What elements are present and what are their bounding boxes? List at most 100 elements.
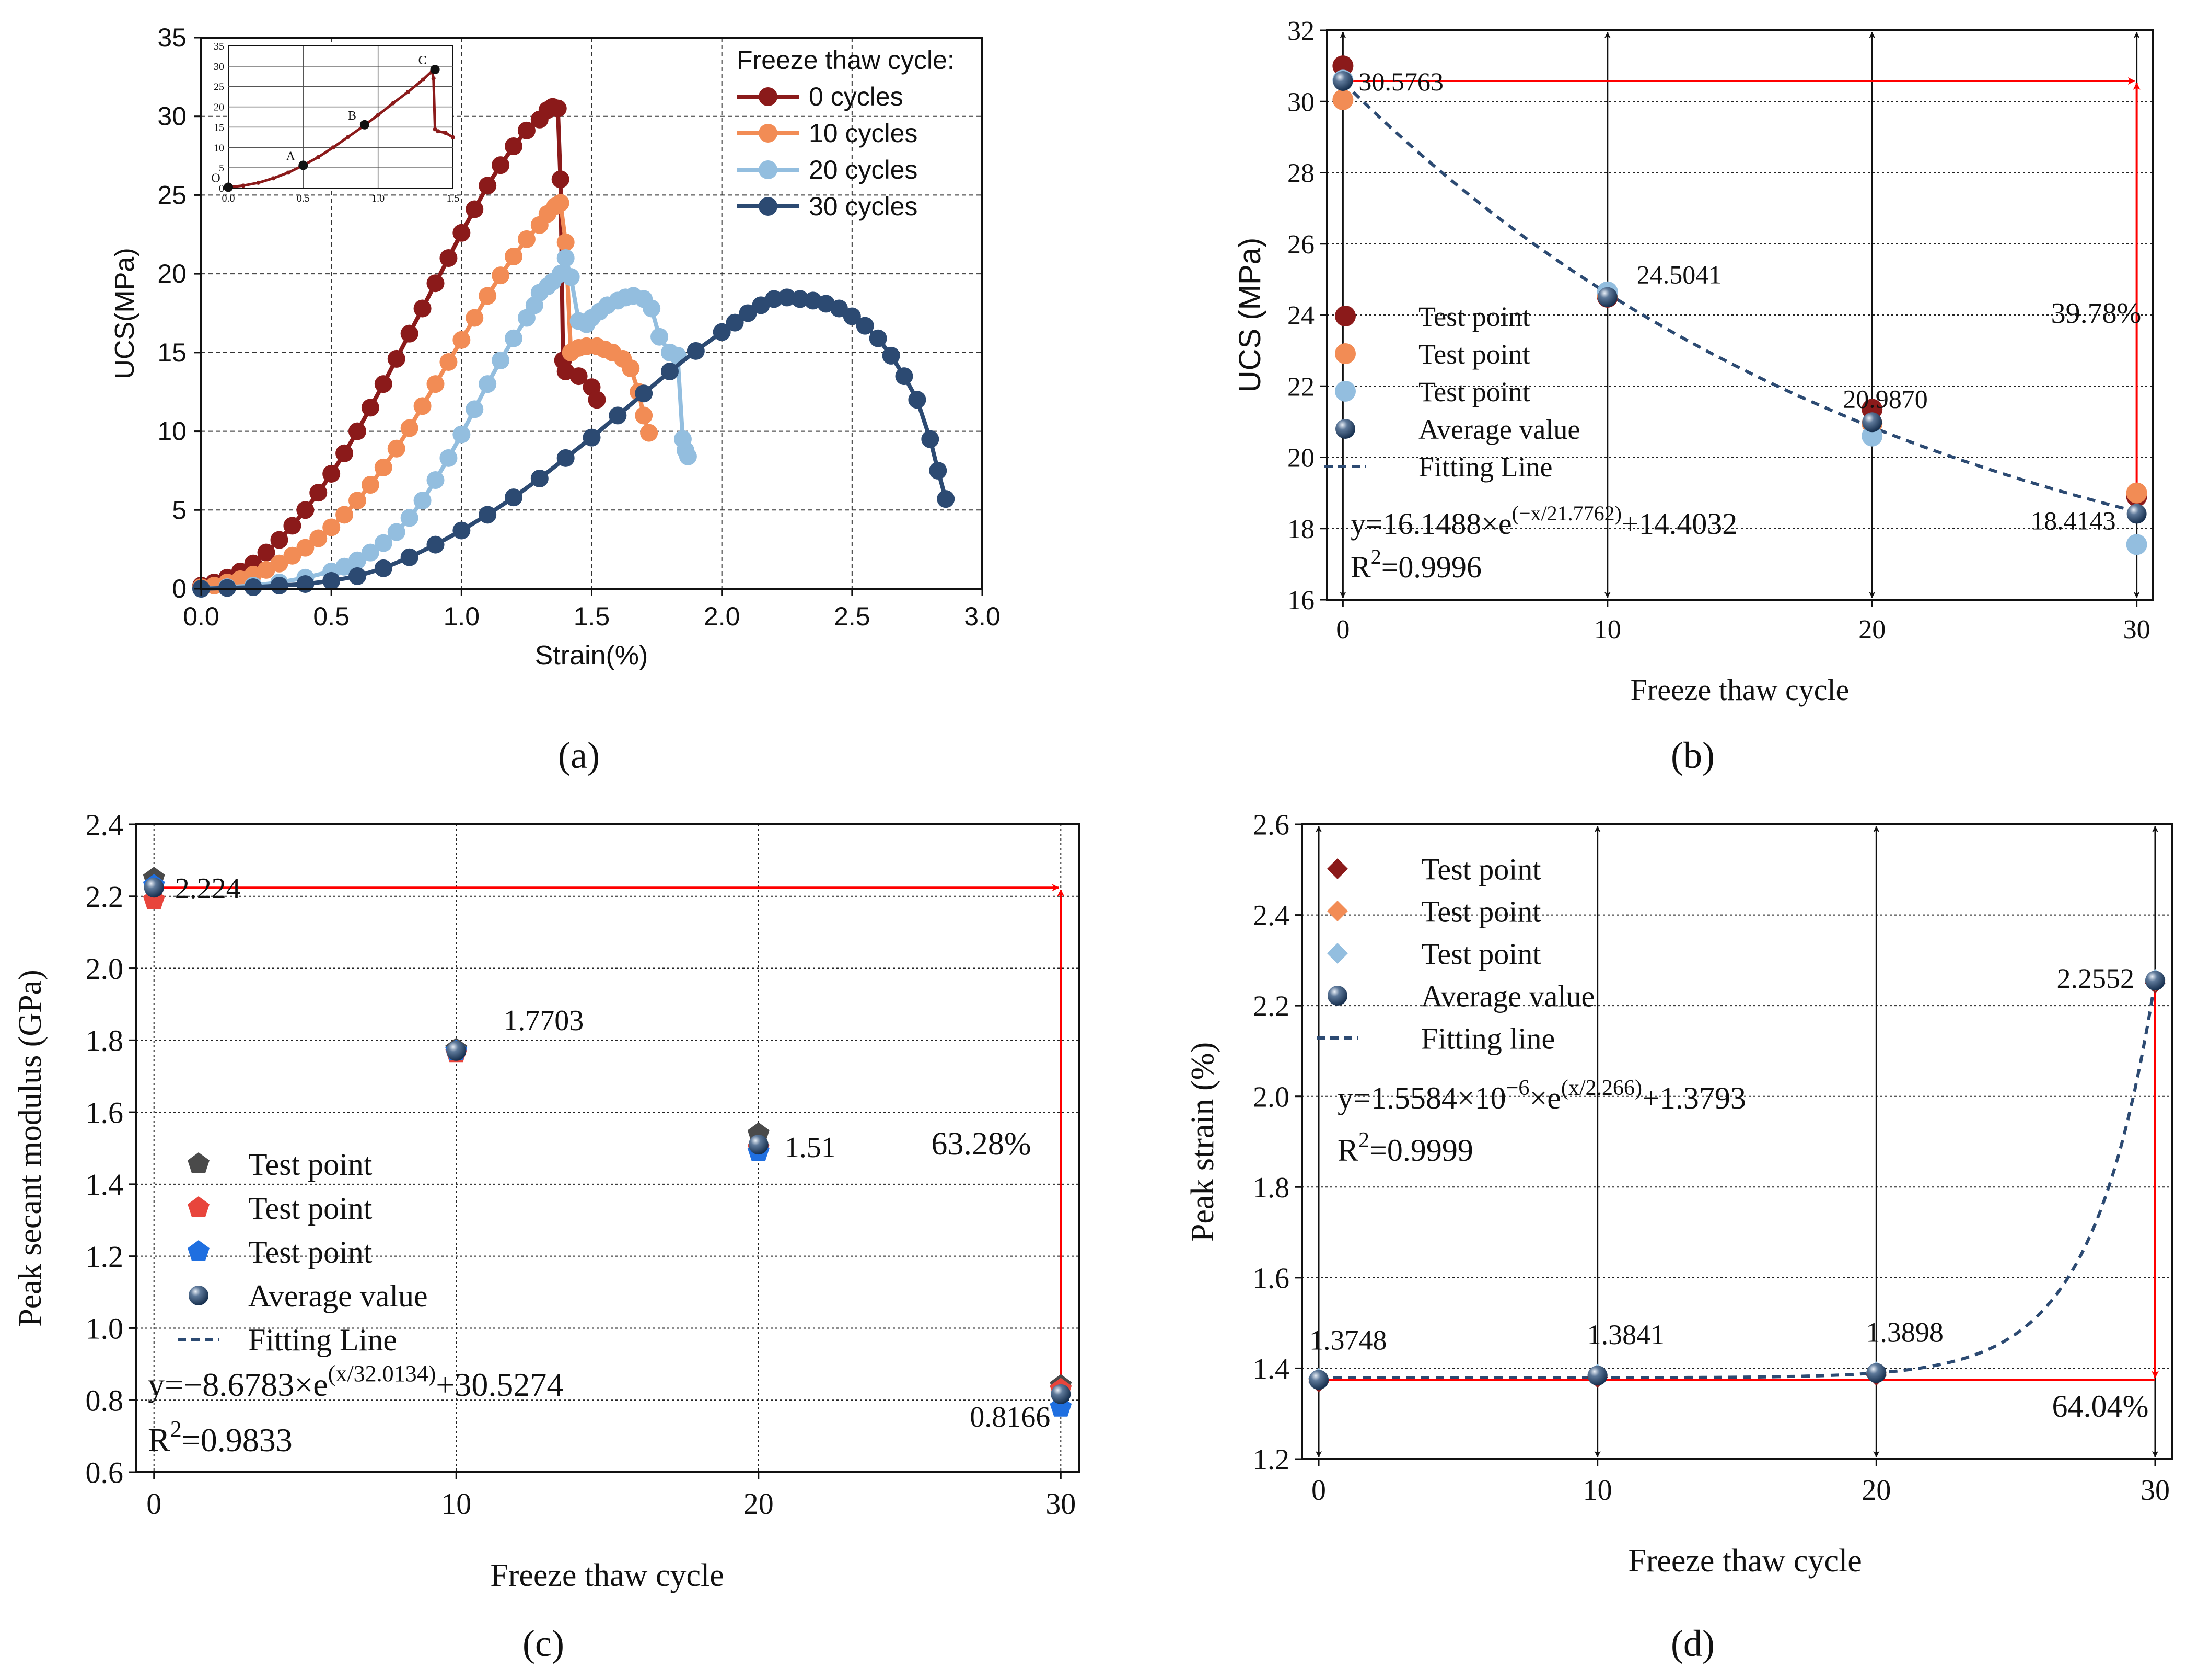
- y-tick-label: 15: [157, 338, 187, 367]
- average-value-label: 1.3841: [1587, 1319, 1665, 1350]
- data-point: [322, 571, 341, 590]
- data-point: [348, 551, 366, 569]
- legend-label: 20 cycles: [809, 155, 917, 184]
- data-point: [739, 304, 757, 322]
- data-point: [937, 490, 955, 508]
- data-point: [635, 384, 653, 403]
- x-tick-label: 2.5: [834, 602, 870, 631]
- data-point: [479, 375, 497, 393]
- inset-point-label: O: [211, 171, 220, 185]
- data-point: [505, 247, 522, 265]
- data-point: [869, 329, 887, 347]
- legend-label: 0 cycles: [809, 82, 903, 111]
- data-point: [309, 484, 328, 502]
- data-point: [635, 406, 653, 425]
- y-tick-label: 1.4: [86, 1168, 124, 1201]
- data-point: [387, 523, 405, 541]
- data-point: [452, 331, 471, 349]
- legend-marker: [188, 1196, 210, 1217]
- data-point: [856, 317, 874, 335]
- y-tick-label: 1.8: [86, 1024, 124, 1058]
- inset-x-tick-label: 0.5: [297, 193, 310, 204]
- legend-label: Average value: [248, 1279, 428, 1313]
- r-squared: R2=0.9996: [1351, 545, 1482, 584]
- data-point: [466, 400, 484, 418]
- data-point: [843, 307, 861, 325]
- legend-label: 30 cycles: [809, 192, 917, 221]
- data-point: [765, 290, 783, 308]
- inset-y-tick-label: 20: [214, 102, 224, 113]
- y-axis-title: UCS (MPa): [1233, 238, 1267, 392]
- data-point: [400, 324, 418, 343]
- y-tick-label: 25: [157, 180, 187, 209]
- data-point: [466, 309, 484, 327]
- y-tick-label: 20: [157, 259, 187, 288]
- data-point: [348, 567, 366, 585]
- axis-ticks: 0.6 0.8 1.0 1.2 1.4 1.6 1.8 2.0 2.2 2.4 0 10 20 30: [86, 808, 1076, 1521]
- inset-curve-point: [331, 145, 335, 150]
- inset-curve-point: [316, 155, 320, 159]
- fit-equation: y=−8.6783×e(x/32.0134)+30.5274: [148, 1361, 563, 1403]
- data-point: [505, 137, 522, 155]
- x-tick-label: 10: [1594, 615, 1621, 645]
- data-point: [348, 492, 366, 510]
- legend-label: 10 cycles: [809, 119, 917, 148]
- average-value-label: 1.51: [785, 1131, 836, 1164]
- x-tick-label: 1.0: [444, 602, 480, 631]
- data-point: [640, 424, 658, 442]
- data-point: [413, 299, 432, 318]
- data-point: [296, 575, 315, 593]
- inset-curve-point: [406, 89, 410, 94]
- inset-curve: [228, 68, 454, 189]
- legend: Test point Test point Test point Average va…: [1317, 852, 1595, 1055]
- inset-y-tick-label: 15: [214, 122, 224, 133]
- x-tick-label: 10: [441, 1487, 471, 1521]
- data-point: [492, 156, 510, 174]
- data-point: [439, 449, 458, 467]
- data-point: [551, 194, 569, 212]
- average-point-marker: [446, 1041, 467, 1061]
- data-point: [361, 399, 379, 417]
- legend-label: Test point: [248, 1235, 373, 1269]
- data-point: [374, 458, 392, 476]
- y-tick-label: 32: [1287, 16, 1315, 46]
- x-axis-title: Freeze thaw cycle: [1628, 1543, 1862, 1579]
- axis-ticks: 0.0 0.5 1.0 1.5 2.0 2.5 3.0 0 5 10 15 20 25 30 35: [157, 23, 1000, 631]
- data-point: [505, 329, 522, 347]
- y-tick-label: 35: [157, 23, 187, 52]
- data-point: [726, 313, 744, 332]
- data-point: [908, 391, 926, 409]
- data-point: [244, 578, 262, 596]
- y-tick-label: 2.4: [1253, 900, 1289, 932]
- average-point-marker: [2126, 504, 2147, 524]
- data-point: [426, 471, 445, 489]
- average-point-marker: [1862, 412, 1882, 433]
- average-value-label: 20.9870: [1843, 384, 1928, 413]
- data-point: [517, 121, 536, 139]
- average-value-label: 2.224: [175, 872, 241, 905]
- y-axis-title: UCS(MPa): [110, 248, 140, 379]
- data-point: [895, 367, 913, 386]
- legend-marker: [188, 1240, 210, 1261]
- y-tick-label: 18: [1287, 515, 1315, 544]
- x-tick-label: 2.0: [704, 602, 740, 631]
- x-tick-label: 0: [146, 1487, 161, 1521]
- data-point: [687, 342, 705, 360]
- legend-marker: [188, 1152, 210, 1173]
- test-point-marker: [2126, 534, 2147, 555]
- data-point: [283, 546, 301, 565]
- inset-curve-point: [241, 183, 246, 188]
- inset-curve-point: [346, 135, 351, 139]
- inset-y-tick-label: 30: [214, 61, 224, 73]
- legend-label: Fitting line: [1421, 1021, 1555, 1055]
- y-axis-title: Peak strain (%): [1185, 1042, 1220, 1242]
- inset-point-label: C: [418, 54, 427, 67]
- inset-x-tick-label: 1.0: [371, 193, 385, 204]
- data-point: [374, 375, 392, 393]
- test-point-marker: [2126, 482, 2147, 504]
- x-tick-label: 1.5: [574, 602, 610, 631]
- axis-ticks: 16 18 20 22 24 26 28 30 32 0 10 20 30: [1287, 16, 2150, 645]
- average-point-marker: [1309, 1370, 1329, 1390]
- r-squared: R2=0.9833: [148, 1416, 293, 1459]
- legend-marker: [1327, 858, 1348, 879]
